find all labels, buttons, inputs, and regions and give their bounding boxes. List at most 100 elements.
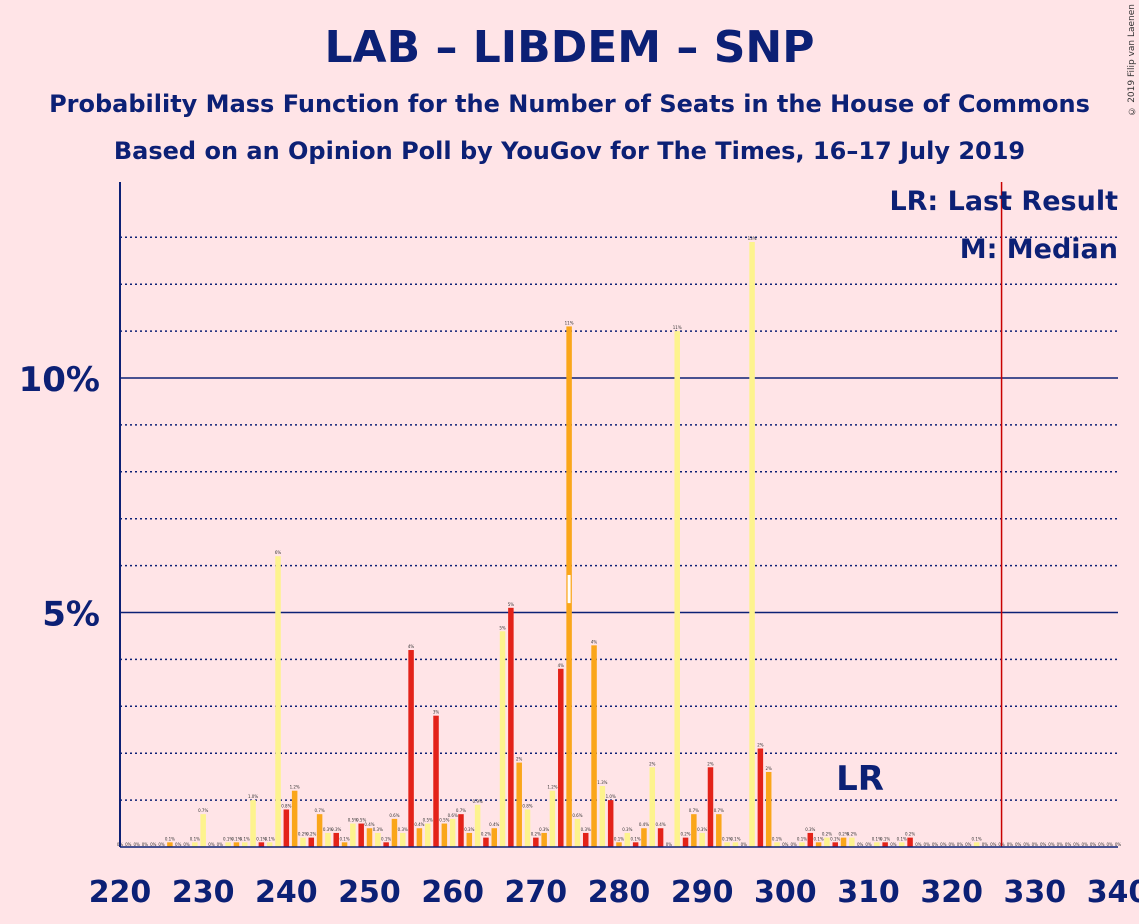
bar-label-303: 0.3% — [805, 827, 815, 832]
last-result-marker-label: LR — [836, 759, 884, 799]
bar-234 — [233, 842, 240, 847]
bar-289 — [691, 814, 697, 847]
bar-243 — [308, 837, 315, 847]
bar-290 — [699, 832, 705, 847]
bar-311 — [874, 842, 880, 847]
bar-303 — [807, 832, 814, 847]
bar-data-labels: 0.1% 0.1%0.7%0.1%0.1%0.1%1.0%0.1%0.1%6%0.… — [117, 236, 1122, 847]
bar-label-276: 0.3% — [581, 827, 591, 832]
bar-label-283: 0.4% — [639, 822, 649, 827]
bar-293 — [724, 842, 730, 847]
grid-lines — [120, 236, 1118, 801]
bar-label-240: 0.8% — [281, 803, 291, 808]
bar-label-309: 0% — [857, 842, 864, 847]
bar-label-338: 0% — [1098, 842, 1105, 847]
bar-label-286: 0% — [666, 842, 673, 847]
bar-label-335: 0% — [1073, 842, 1080, 847]
bar-label-233: 0.1% — [223, 836, 233, 841]
bar-label-289: 0.7% — [689, 808, 699, 813]
bar-label-340: 0% — [1115, 842, 1122, 847]
bar-label-336: 0% — [1082, 842, 1089, 847]
bar-304 — [815, 842, 822, 847]
bar-285 — [657, 828, 664, 847]
bar-label-277: 4% — [591, 639, 598, 644]
bar-label-314: 0.1% — [897, 836, 907, 841]
bar-label-293: 0.1% — [722, 836, 732, 841]
legend-median: M: Median — [960, 234, 1118, 265]
bar-label-311: 0.1% — [872, 836, 882, 841]
x-tick-label-240: 240 — [255, 875, 318, 910]
bar-label-306: 0.1% — [830, 836, 840, 841]
bar-280 — [616, 842, 622, 847]
bar-label-263: 0.9% — [473, 799, 483, 804]
bar-305 — [824, 837, 830, 847]
bar-302 — [799, 842, 805, 847]
bar-237 — [258, 842, 265, 847]
bar-label-246: 0.3% — [331, 827, 341, 832]
bar-299 — [774, 842, 780, 847]
bar-254 — [400, 832, 406, 847]
bar-259 — [441, 823, 448, 847]
bar-label-261: 0.7% — [456, 808, 466, 813]
bar-label-274: 11% — [565, 320, 574, 325]
bar-label-247: 0.1% — [339, 836, 349, 841]
bar-292 — [716, 814, 722, 847]
bar-281 — [624, 832, 631, 847]
bar-label-272: 1.2% — [547, 785, 557, 790]
bar-label-281: 0.3% — [622, 827, 632, 832]
bar-276 — [582, 832, 589, 847]
bar-312 — [882, 842, 888, 847]
bar-323 — [973, 842, 980, 847]
bar-249 — [358, 823, 364, 847]
bar-271 — [541, 832, 547, 847]
bar-label-313: 0% — [890, 842, 897, 847]
markers — [567, 182, 1003, 847]
bar-label-290: 0.3% — [697, 827, 707, 832]
bar-248 — [350, 823, 356, 847]
bar-label-221: 0% — [125, 842, 132, 847]
bar-label-296: 13% — [748, 236, 757, 241]
bar-235 — [242, 842, 248, 847]
bar-label-248: 0.5% — [348, 818, 358, 823]
bar-label-242: 0.2% — [298, 832, 308, 837]
bar-label-299: 0.1% — [772, 836, 782, 841]
bar-label-325: 0% — [990, 842, 997, 847]
bar-label-258: 3% — [433, 710, 440, 715]
bar-270 — [533, 837, 539, 847]
bar-label-244: 0.7% — [315, 808, 325, 813]
bar-label-300: 0% — [782, 842, 789, 847]
bar-label-331: 0% — [1040, 842, 1047, 847]
bar-308 — [849, 837, 855, 847]
bar-label-337: 0% — [1090, 842, 1097, 847]
bar-236 — [250, 800, 256, 847]
x-tick-label-290: 290 — [671, 875, 734, 910]
x-tick-label-270: 270 — [505, 875, 568, 910]
bar-273 — [558, 668, 564, 847]
bar-label-330: 0% — [1032, 842, 1039, 847]
bar-label-223: 0% — [142, 842, 149, 847]
bar-269 — [524, 809, 531, 847]
bar-257 — [424, 823, 431, 847]
bar-label-227: 0% — [175, 842, 182, 847]
bar-label-312: 0.1% — [880, 836, 890, 841]
bar-label-279: 1.0% — [606, 794, 616, 799]
bar-256 — [416, 828, 423, 847]
bar-label-253: 0.6% — [389, 813, 399, 818]
bar-283 — [641, 828, 647, 847]
bar-241 — [291, 790, 298, 847]
bar-label-291: 2% — [707, 761, 714, 766]
bar-label-232: 0% — [217, 842, 224, 847]
bar-230 — [200, 814, 206, 847]
bar-253 — [391, 818, 398, 847]
bar-272 — [549, 790, 556, 847]
chart-title: LAB – LIBDEM – SNP — [324, 22, 815, 73]
bar-label-310: 0% — [865, 842, 872, 847]
bar-294 — [732, 842, 739, 847]
bar-label-269: 0.8% — [522, 803, 532, 808]
bar-252 — [383, 842, 389, 847]
bar-239 — [275, 556, 281, 847]
x-tick-label-230: 230 — [172, 875, 235, 910]
bar-label-285: 0.4% — [655, 822, 665, 827]
bar-label-295: 0% — [741, 842, 748, 847]
axes: 220 230 240 250 260 270 280 290 300 310 320 330 340 5… — [19, 182, 1139, 910]
